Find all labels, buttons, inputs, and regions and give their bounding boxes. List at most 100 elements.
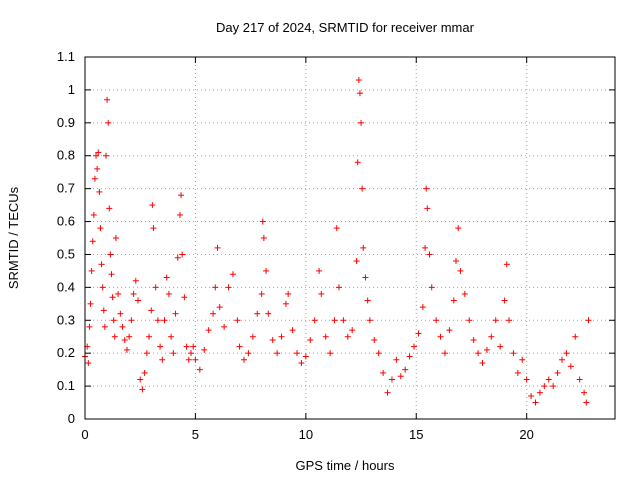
data-point: [470, 337, 477, 344]
data-point: [161, 317, 168, 324]
data-point: [541, 383, 548, 390]
data-point: [201, 346, 208, 353]
data-point: [285, 290, 292, 297]
y-tick-label: 0.6: [57, 214, 75, 229]
data-point: [132, 277, 139, 284]
data-point: [331, 317, 338, 324]
data-point: [576, 376, 583, 383]
data-point: [437, 333, 444, 340]
data-point: [567, 363, 574, 370]
chart-title: Day 217 of 2024, SRMTID for receiver mma…: [216, 20, 475, 35]
data-point: [563, 350, 570, 357]
data-point: [340, 317, 347, 324]
data-point: [105, 119, 112, 126]
data-point: [183, 343, 190, 350]
data-point: [506, 317, 512, 324]
data-point: [397, 373, 404, 380]
x-tick-label: 5: [192, 427, 199, 442]
y-tick-label: 1: [68, 82, 75, 97]
data-point: [461, 290, 468, 297]
data-point: [93, 152, 100, 159]
y-tick-label: 0.1: [57, 378, 75, 393]
y-tick-label: 0.5: [57, 246, 75, 261]
data-point: [123, 346, 130, 353]
data-point: [274, 350, 281, 357]
data-point: [178, 192, 185, 199]
data-point: [510, 350, 517, 357]
data-point: [179, 251, 186, 258]
data-point: [289, 327, 296, 334]
grid: [85, 57, 615, 419]
data-point: [344, 333, 351, 340]
data-point: [86, 323, 93, 330]
data-point: [388, 376, 395, 383]
data-point: [234, 317, 241, 324]
data-point: [583, 399, 590, 406]
data-point: [501, 297, 508, 304]
data-point: [360, 244, 367, 251]
data-point: [446, 327, 453, 334]
data-point: [150, 225, 157, 232]
data-point: [174, 254, 181, 261]
data-point: [190, 343, 197, 350]
data-point: [263, 267, 270, 274]
data-point: [359, 185, 366, 192]
data-point: [497, 343, 504, 350]
data-point: [333, 225, 340, 232]
data-point: [108, 271, 115, 278]
data-point: [265, 310, 272, 317]
data-point: [221, 323, 228, 330]
data-point: [172, 310, 179, 317]
data-point: [176, 211, 183, 218]
data-point: [322, 333, 329, 340]
data-point: [362, 274, 369, 281]
data-point: [163, 274, 170, 281]
data-point: [196, 366, 203, 373]
data-point: [545, 376, 552, 383]
data-point: [148, 307, 155, 314]
data-point: [143, 350, 150, 357]
data-point: [479, 360, 486, 367]
data-point: [96, 188, 103, 195]
data-point: [492, 317, 499, 324]
plot-frame: [84, 56, 616, 420]
data-point: [294, 350, 300, 357]
data-point: [514, 369, 521, 376]
data-point: [424, 205, 431, 212]
data-point: [260, 235, 267, 241]
data-point: [318, 290, 325, 297]
data-point: [428, 284, 435, 291]
data-point: [307, 337, 314, 344]
data-point: [106, 205, 113, 212]
data-point: [126, 333, 133, 340]
data-point: [128, 317, 135, 324]
data-point: [455, 225, 462, 232]
data-point: [241, 356, 247, 363]
data-point: [354, 159, 361, 166]
data-point: [117, 310, 124, 317]
x-tick-label: 20: [519, 427, 533, 442]
y-tick-label: 0.9: [57, 115, 75, 130]
data-point: [115, 290, 122, 297]
data-point: [488, 333, 495, 340]
data-point: [519, 356, 526, 363]
data-point: [532, 399, 539, 406]
data-point: [523, 376, 530, 383]
data-point: [406, 353, 413, 360]
data-point: [422, 244, 429, 251]
y-tick-label: 0.3: [57, 312, 75, 327]
data-point: [181, 294, 188, 301]
data-point: [110, 317, 117, 324]
data-point: [258, 290, 265, 297]
data-point: [214, 244, 221, 251]
data-point: [205, 327, 212, 334]
y-axis-label: SRMTID / TECUs: [6, 186, 21, 289]
data-point: [111, 333, 118, 340]
data-point: [157, 343, 164, 350]
data-point: [137, 376, 144, 383]
data-point: [384, 389, 391, 396]
data-point: [90, 211, 97, 218]
data-point: [358, 119, 365, 126]
data-point: [503, 261, 510, 268]
y-tick-label: 0: [68, 411, 75, 426]
